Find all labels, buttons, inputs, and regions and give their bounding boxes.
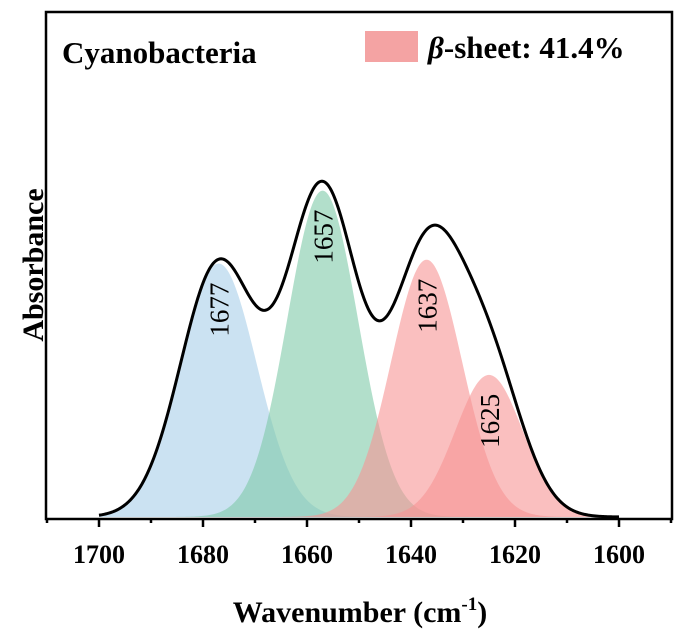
- panel-label: Cyanobacteria: [62, 35, 257, 70]
- x-tick-label: 1640: [385, 540, 437, 569]
- peak-areas: [99, 190, 619, 517]
- legend-swatch: [365, 31, 418, 62]
- peak-labels: 1677 1657 1637 1625: [205, 210, 505, 448]
- x-tick-label: 1620: [489, 540, 541, 569]
- x-tick-label: 1600: [593, 540, 645, 569]
- y-axis-title: Absorbance: [17, 188, 50, 341]
- x-tick-label: 1660: [281, 540, 333, 569]
- x-axis-title-sup: -1: [461, 594, 477, 615]
- envelope-line: [98, 179, 620, 519]
- peak-label-1677: 1677: [205, 283, 235, 337]
- x-tick-label: 1680: [177, 540, 229, 569]
- legend-greek: β: [427, 30, 444, 65]
- x-tick-label: 1700: [73, 540, 125, 569]
- x-axis-title-main: Wavenumber (cm: [233, 596, 462, 629]
- x-axis-title-close: ): [477, 596, 487, 629]
- plot-frame: [44, 10, 674, 521]
- x-ticks: 1700 1680 1660 1640 1620 1600: [45, 518, 673, 569]
- peak-label-1657: 1657: [309, 210, 339, 264]
- peak-label-1637: 1637: [413, 279, 443, 333]
- peak-1625: [99, 374, 619, 517]
- peak-1677: [99, 263, 619, 517]
- peak-1657: [99, 190, 619, 517]
- legend-value: -sheet: 41.4%: [444, 30, 625, 65]
- legend-label: β-sheet: 41.4%: [427, 30, 625, 65]
- x-axis-title: Wavenumber (cm-1): [233, 594, 487, 629]
- peak-label-1625: 1625: [475, 394, 505, 448]
